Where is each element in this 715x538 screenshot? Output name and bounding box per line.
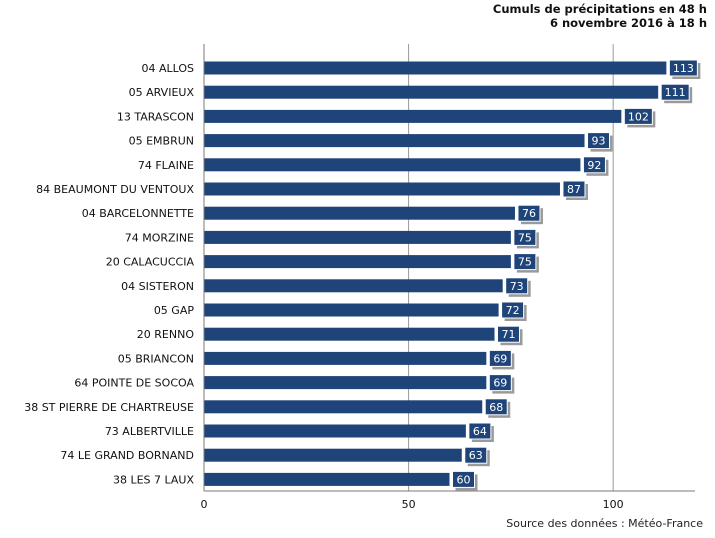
category-label: 05 EMBRUN [129, 135, 194, 148]
bar [204, 85, 659, 99]
category-label: 74 MORZINE [125, 231, 194, 244]
bar [204, 424, 466, 438]
category-label: 20 CALACUCCIA [106, 256, 195, 269]
data-label: 69 [493, 352, 507, 365]
data-label: 72 [506, 304, 520, 317]
bar [204, 230, 511, 244]
category-label: 74 FLAINE [138, 159, 194, 172]
category-label: 04 BARCELONNETTE [82, 207, 194, 220]
category-label: 84 BEAUMONT DU VENTOUX [36, 183, 194, 196]
data-label: 69 [493, 377, 507, 390]
data-label-box [452, 470, 475, 488]
data-label: 113 [673, 62, 694, 75]
source-note: Source des données : Météo-France [506, 517, 703, 530]
category-label: 05 BRIANCON [118, 352, 194, 365]
data-label-box [517, 204, 541, 222]
data-label-box [488, 374, 512, 392]
bar [204, 351, 487, 365]
bar [204, 279, 503, 293]
bar [204, 206, 515, 220]
bar [204, 327, 495, 341]
data-label: 60 [457, 473, 471, 486]
data-label: 102 [628, 110, 649, 123]
bars [204, 61, 667, 486]
data-label: 111 [665, 86, 686, 99]
data-label: 93 [592, 135, 606, 148]
data-label-box [668, 59, 698, 77]
category-labels: 04 ALLOS 05 ARVIEUX 13 TARASCON 05 EMBRUN 74… [24, 62, 194, 486]
data-label-box [505, 277, 529, 295]
category-label: 05 ARVIEUX [129, 86, 195, 99]
data-label-box [513, 228, 537, 246]
data-label: 76 [522, 207, 536, 220]
category-label: 74 LE GRAND BORNAND [60, 449, 194, 462]
data-label-box [582, 156, 606, 174]
data-label-box [562, 180, 586, 198]
bar [204, 61, 667, 75]
data-label-box [464, 446, 488, 464]
data-label: 68 [489, 401, 503, 414]
category-label: 38 LES 7 LAUX [113, 473, 195, 486]
bar [204, 182, 560, 196]
category-label: 38 ST PIERRE DE CHARTREUSE [24, 401, 194, 414]
category-label: 73 ALBERTVILLE [105, 425, 194, 438]
category-label: 20 RENNO [137, 328, 195, 341]
category-label: 05 GAP [154, 304, 195, 317]
data-label-box [484, 398, 508, 416]
bar [204, 158, 581, 172]
x-tick-label: 100 [603, 498, 624, 511]
data-label-box [623, 107, 653, 125]
category-label: 64 POINTE DE SOCOA [74, 377, 194, 390]
x-tick-label: 0 [201, 498, 208, 511]
category-label: 04 ALLOS [141, 62, 194, 75]
data-label-box [587, 132, 611, 150]
data-label-box [488, 349, 512, 367]
data-label-box [660, 83, 690, 101]
data-label: 64 [473, 425, 487, 438]
category-label: 13 TARASCON [117, 110, 194, 123]
chart-subtitle: 6 novembre 2016 à 18 h [549, 16, 707, 30]
bar [204, 303, 499, 317]
category-label: 04 SISTERON [121, 280, 194, 293]
bar [204, 109, 622, 123]
x-tick-label: 50 [402, 498, 416, 511]
bar [204, 400, 483, 414]
bar [204, 472, 450, 486]
data-label-box [497, 325, 521, 343]
chart-title-block: Cumuls de précipitations en 48 h 6 novem… [493, 2, 707, 30]
bar [204, 255, 511, 269]
data-label: 75 [518, 231, 532, 244]
data-label: 75 [518, 256, 532, 269]
data-label: 87 [567, 183, 581, 196]
chart-title: Cumuls de précipitations en 48 h [492, 2, 707, 16]
bar [204, 134, 585, 148]
bar [204, 376, 487, 390]
data-label-box [513, 253, 537, 271]
data-label-box [468, 422, 492, 440]
data-label: 63 [469, 449, 483, 462]
data-label-box [501, 301, 525, 319]
data-label: 92 [587, 159, 601, 172]
bar [204, 448, 462, 462]
data-label: 73 [510, 280, 524, 293]
data-label: 71 [502, 328, 516, 341]
x-axis: 0 50 100 [201, 44, 695, 511]
